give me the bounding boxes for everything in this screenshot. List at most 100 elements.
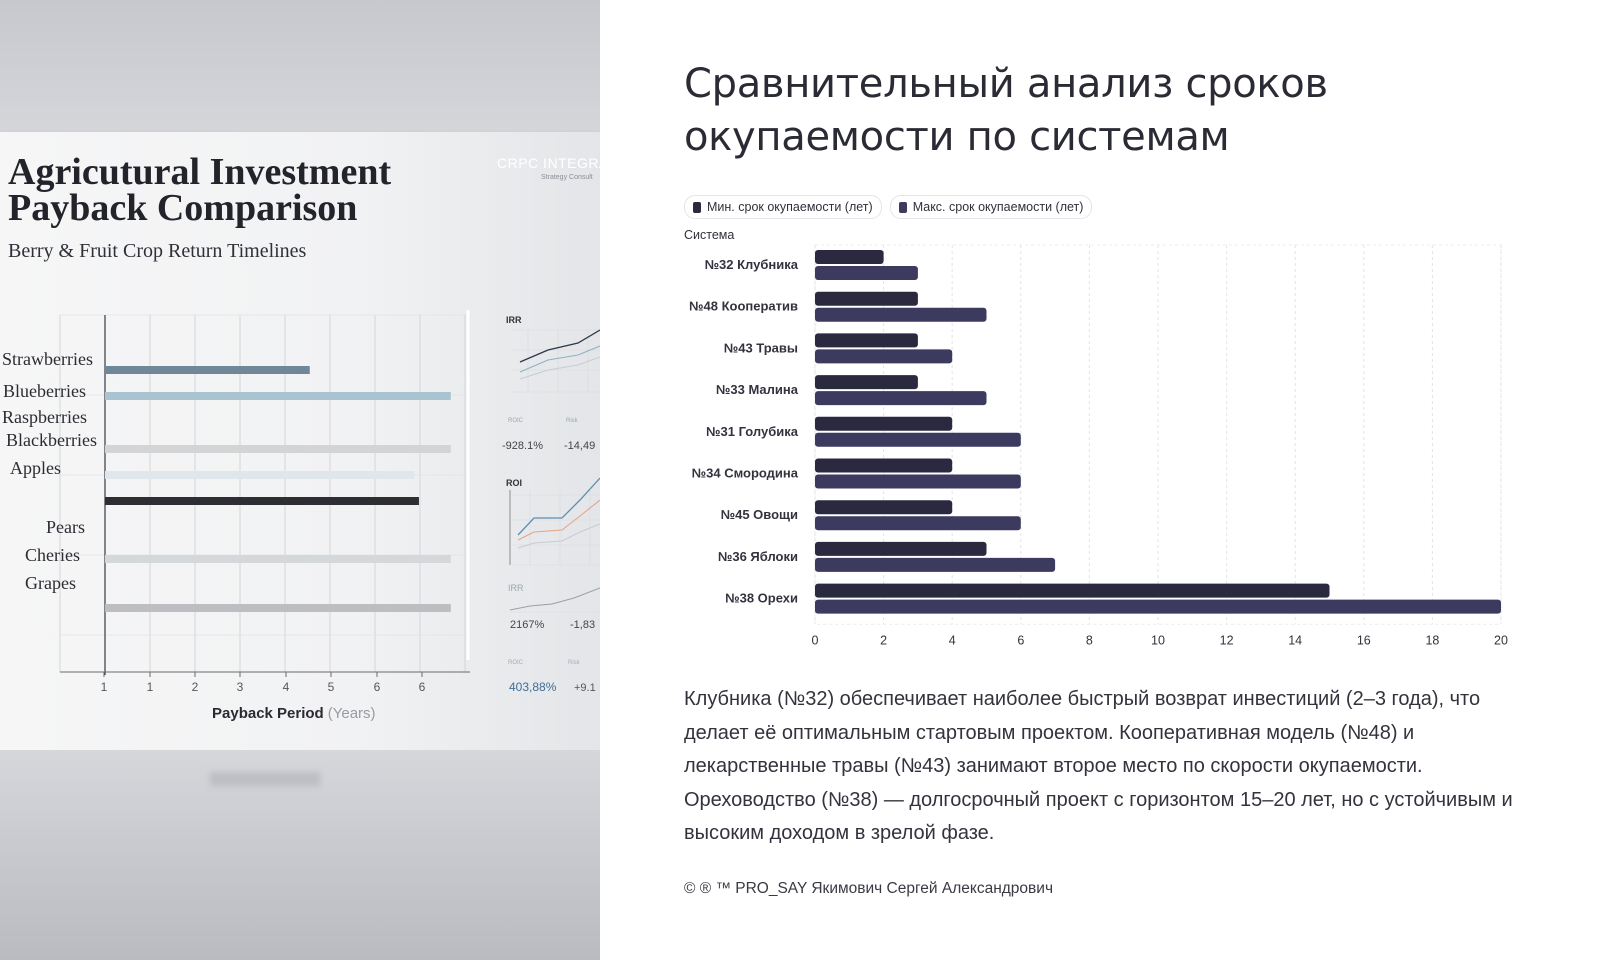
infographic-bar xyxy=(105,471,415,479)
mini-stat: 2167% xyxy=(510,619,544,631)
infographic-x-tick: 1 xyxy=(147,680,154,694)
legend-label: Макс. срок окупаемости (лет) xyxy=(912,200,1084,214)
infographic-category-label: Blueberries xyxy=(3,381,86,401)
x-tick-label: 8 xyxy=(1086,633,1093,647)
bar-min[interactable] xyxy=(815,416,953,431)
mini-chart-irr: IRR ROIC Risk -928.1% -14,49 xyxy=(502,315,600,452)
bar-min[interactable] xyxy=(815,541,987,556)
infographic-bar xyxy=(105,366,310,374)
bar-min[interactable] xyxy=(815,250,884,264)
infographic-title-line1: Agricutural Investment xyxy=(8,151,391,193)
infographic-bar xyxy=(105,392,451,400)
infographic-x-tick: 4 xyxy=(283,680,290,694)
mini-stat: -1,83 xyxy=(570,619,595,631)
y-category-label: №33 Малина xyxy=(716,382,799,397)
bar-max[interactable] xyxy=(815,266,918,280)
bar-min[interactable] xyxy=(815,500,953,515)
y-category-label: №34 Смородина xyxy=(692,466,799,481)
x-tick-label: 0 xyxy=(812,633,819,647)
infographic-x-tick: 6 xyxy=(419,680,426,694)
svg-text:Risk: Risk xyxy=(566,418,579,424)
bar-min[interactable] xyxy=(815,375,918,390)
infographic-bar xyxy=(105,497,419,505)
infographic-x-tick: 2 xyxy=(192,680,199,694)
infographic-x-axis-title: Payback Period (Years) xyxy=(212,705,376,722)
infographic-category-label: Raspberries xyxy=(2,407,87,427)
mini-stat: 403,88% xyxy=(509,680,557,694)
bar-min[interactable] xyxy=(815,458,953,473)
infographic-x-tick: 3 xyxy=(237,680,244,694)
brand-sub-label: Strategy Consult xyxy=(541,174,593,181)
infographic-category-label: Apples xyxy=(10,458,61,478)
infographic-title-line2: Payback Comparison xyxy=(8,187,357,229)
infographic-x-tick: 1 xyxy=(101,680,108,694)
svg-text:ROIC: ROIC xyxy=(508,418,524,424)
x-tick-label: 6 xyxy=(1017,633,1024,647)
brand-label: CRPC INTEGRA xyxy=(497,155,600,171)
infographic-category-label: Cheries xyxy=(25,545,80,565)
x-tick-label: 14 xyxy=(1288,633,1302,647)
infographic-svg: Agricutural Investment Payback Compariso… xyxy=(2,151,600,722)
infographic-bar xyxy=(105,555,451,563)
infographic-bar xyxy=(105,604,451,612)
infographic-category-label: Blackberries xyxy=(6,430,97,450)
x-tick-label: 2 xyxy=(880,633,887,647)
image-board xyxy=(0,132,600,750)
chart-legend: Мин. срок окупаемости (лет) Макс. срок о… xyxy=(684,195,1093,219)
bar-min[interactable] xyxy=(815,291,918,306)
mini-chart-roi: ROI xyxy=(506,477,600,566)
mini-stat: -14,49 xyxy=(564,440,595,452)
infographic-category-label: Strawberries xyxy=(2,349,93,369)
legend-swatch-max xyxy=(898,201,907,213)
mini-chart-title: ROI xyxy=(506,478,522,488)
chart-description: Клубника (№32) обеспечивает наиболее быс… xyxy=(684,688,1513,844)
y-category-label: №48 Кооператив xyxy=(689,299,798,314)
x-tick-label: 10 xyxy=(1151,633,1165,647)
bar-min[interactable] xyxy=(815,333,918,348)
x-tick-label: 12 xyxy=(1220,633,1234,647)
x-tick-label: 18 xyxy=(1425,633,1439,647)
infographic-subtitle: Berry & Fruit Crop Return Timelines xyxy=(8,240,307,262)
image-background-top xyxy=(0,0,600,132)
infographic-x-ticks: 1 1 2 3 4 5 6 6 xyxy=(101,672,426,694)
y-axis-title: Система xyxy=(684,228,735,242)
infographic-category-label: Grapes xyxy=(25,573,76,593)
bar-min[interactable] xyxy=(815,583,1330,598)
svg-text:ROIC: ROIC xyxy=(508,660,524,666)
bar-max[interactable] xyxy=(815,474,1021,489)
mini-chart-irr-2: IRR 2167% -1,83 xyxy=(508,583,600,631)
bar-max[interactable] xyxy=(815,349,953,364)
mini-chart-title: IRR xyxy=(506,315,522,325)
legend-item-min[interactable]: Мин. срок окупаемости (лет) xyxy=(684,195,882,219)
y-category-label: №45 Овощи xyxy=(721,507,798,522)
x-tick-label: 20 xyxy=(1494,633,1508,647)
infographic-bar xyxy=(105,445,451,453)
copyright-note: © ® ™ PRO_SAY Якимович Сергей Александро… xyxy=(684,880,1054,897)
mini-chart-title: IRR xyxy=(508,583,524,593)
bar-max[interactable] xyxy=(815,599,1501,614)
infographic-category-labels: Strawberries Blueberries Raspberries Blackb… xyxy=(2,349,97,593)
infographic-bars xyxy=(105,366,451,612)
mini-stat: -928.1% xyxy=(502,440,543,452)
image-reflection xyxy=(210,772,320,786)
x-tick-label: 16 xyxy=(1357,633,1371,647)
x-tick-label: 4 xyxy=(949,633,956,647)
bar-max[interactable] xyxy=(815,391,987,406)
legend-item-max[interactable]: Макс. срок окупаемости (лет) xyxy=(889,195,1093,219)
infographic-image: Agricutural Investment Payback Compariso… xyxy=(0,0,600,960)
legend-swatch-min xyxy=(693,201,701,213)
slide-title: Сравнительный анализ сроков окупаемости … xyxy=(684,61,1328,160)
mini-chart-roic: ROIC Risk 403,88% +9.1 xyxy=(508,660,596,694)
y-category-label: №43 Травы xyxy=(724,340,798,355)
payback-bar-chart: 0 2 4 6 8 10 12 14 16 18 20 №32 Клубника №48 Коопера… xyxy=(689,244,1508,647)
bar-max[interactable] xyxy=(815,307,987,322)
y-category-label: №32 Клубника xyxy=(705,257,799,272)
bar-max[interactable] xyxy=(815,557,1056,572)
legend-label: Мин. срок окупаемости (лет) xyxy=(707,200,873,214)
infographic-category-label: Pears xyxy=(46,517,85,537)
infographic-x-tick: 6 xyxy=(374,680,381,694)
y-category-label: №38 Орехи xyxy=(725,591,798,606)
bar-max[interactable] xyxy=(815,516,1021,531)
bar-max[interactable] xyxy=(815,432,1021,447)
mini-stat: +9.1 xyxy=(574,682,596,694)
